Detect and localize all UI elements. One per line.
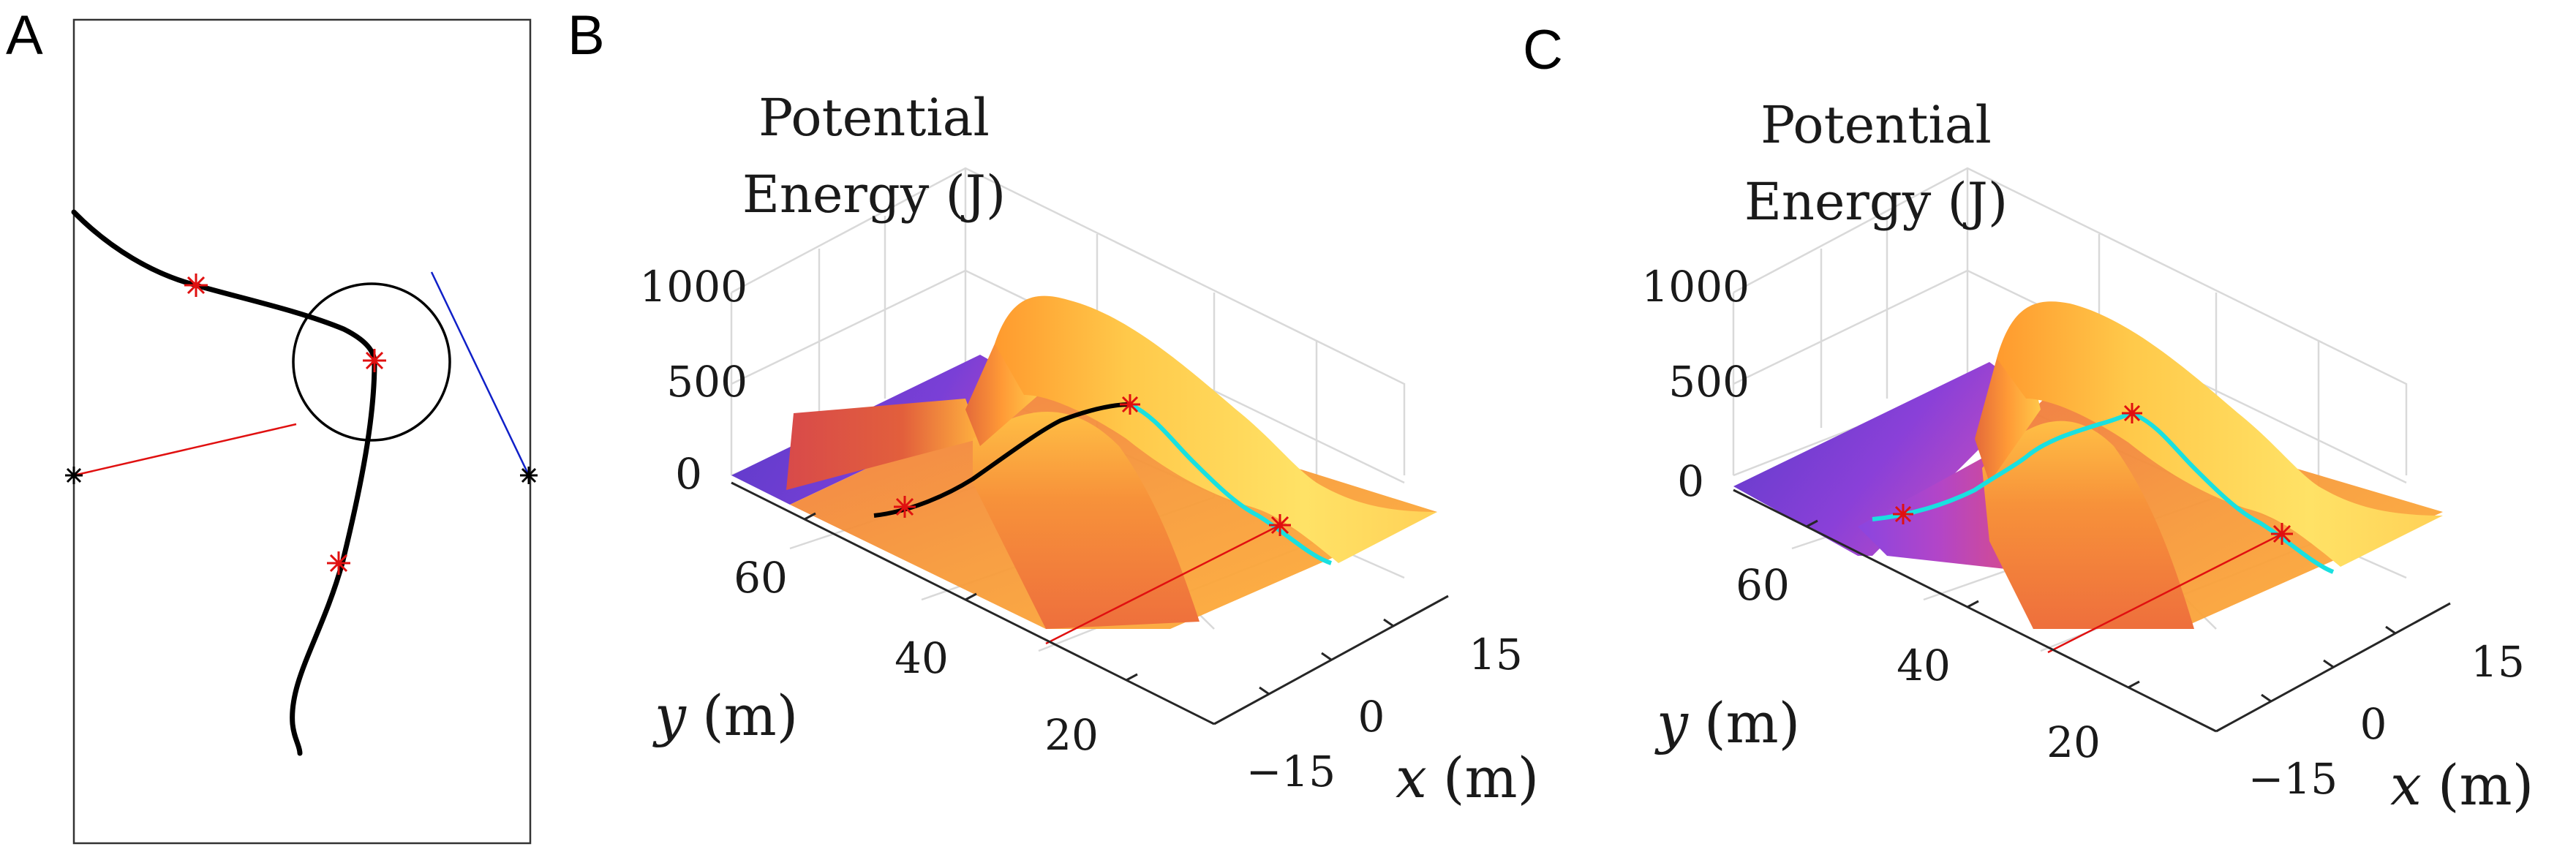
panel-c-zlabel-line2: Energy (J) [1744, 172, 2008, 232]
panel-c-y-axis [1733, 489, 2217, 733]
panel-b-y-tick: 20 [1044, 710, 1099, 760]
panel-c-x-axis [2215, 602, 2451, 733]
panel-c-ticks [1806, 519, 2396, 703]
panel-a-red-star [184, 274, 208, 297]
panel-c-ridge [1997, 301, 2443, 567]
panel-b-xlabel-var: x [1396, 745, 1427, 810]
panel-a-blue-line [430, 271, 530, 476]
panel-b-y-tick: 40 [895, 633, 949, 683]
panel-b-ticks [804, 512, 1394, 695]
panel-c-z-tick: 0 [1677, 456, 1704, 506]
panel-c-y-tick: 40 [1897, 641, 1951, 690]
panel-b-zlabel-line1: Potential [758, 88, 990, 148]
panel-b-ylabel: y (m) [652, 683, 798, 748]
panel-a-black-star [65, 467, 83, 484]
panel-a-red-star [327, 551, 350, 575]
panel-b-zlabel-line2: Energy (J) [742, 165, 1006, 225]
panel-b-z-tick: 500 [666, 357, 747, 407]
panel-b-ylabel-unit: (m) [702, 683, 798, 748]
panel-c-z-tick: 500 [1668, 357, 1750, 407]
panel-b-x-tick: 0 [1358, 692, 1385, 742]
panel-c-ylabel-unit: (m) [1704, 690, 1800, 755]
panel-b-cyan-path [1129, 402, 1332, 565]
panel-b-surface [731, 295, 1437, 629]
panel-c-ylabel-var: y [1654, 690, 1689, 755]
panel-b-red-wall [786, 399, 980, 490]
panel-b-x-tick: −15 [1246, 747, 1336, 796]
panel-b-front-face [973, 411, 1200, 629]
panel-a-boundary [72, 18, 532, 845]
panel-c-front-face [1982, 421, 2194, 629]
panel-c-x-tick: −15 [2248, 754, 2338, 804]
panel-a-red-line [73, 423, 297, 477]
panel-b-z-tick: 1000 [639, 262, 747, 312]
panel-c-y-tick: 20 [2046, 717, 2101, 767]
panel-b-black-path [873, 402, 1131, 518]
panel-c-ylabel: y (m) [1654, 690, 1800, 755]
panel-b-xlabel: x (m) [1396, 745, 1539, 810]
panel-c-z-tick: 1000 [1641, 262, 1750, 312]
panel-b-x-axis [1213, 595, 1449, 725]
panel-c-red-line [2047, 532, 2283, 654]
panel-c-xlabel-var: x [2390, 753, 2422, 818]
panel-c-cyan-path [1872, 410, 2335, 574]
panel-a: A [6, 4, 538, 845]
panel-b-y-axis [731, 481, 1215, 725]
panel-c-xlabel-unit: (m) [2438, 753, 2534, 818]
panel-c-purple-plane [1733, 362, 2033, 556]
panel-c-x-tick: 15 [2471, 637, 2525, 687]
panel-b-red-star [894, 496, 916, 518]
panel-c-red-star [1893, 504, 1913, 524]
panel-c: C [1523, 19, 2534, 818]
panel-c-magenta-floor [1858, 446, 2019, 570]
panel-b-ridge [995, 295, 1437, 563]
panel-label-b: B [568, 4, 605, 67]
panel-c-zlabel-line1: Potential [1760, 95, 1992, 155]
panel-a-black-star [520, 467, 538, 484]
panel-c-surface [1733, 301, 2443, 629]
panel-b-z-tick: 0 [675, 449, 702, 499]
panel-a-circle [292, 282, 451, 442]
panel-c-x-tick: 0 [2360, 699, 2387, 749]
panel-b-ylabel-var: y [652, 683, 687, 748]
panel-c-red-star [2122, 403, 2142, 423]
panel-b-x-tick: 15 [1469, 630, 1523, 679]
panel-a-red-star [363, 349, 386, 372]
panel-b-red-line [1045, 524, 1281, 645]
panel-label-c: C [1523, 19, 1563, 81]
panel-c-xlabel: x (m) [2390, 753, 2534, 818]
panel-label-a: A [6, 4, 43, 67]
panel-a-trajectory [71, 209, 377, 756]
panel-b-red-star [1120, 394, 1140, 415]
panel-b: B [568, 4, 1539, 810]
panel-c-y-tick: 60 [1736, 560, 1790, 610]
panel-b-y-tick: 60 [734, 553, 788, 603]
panel-b-xlabel-unit: (m) [1443, 745, 1539, 810]
